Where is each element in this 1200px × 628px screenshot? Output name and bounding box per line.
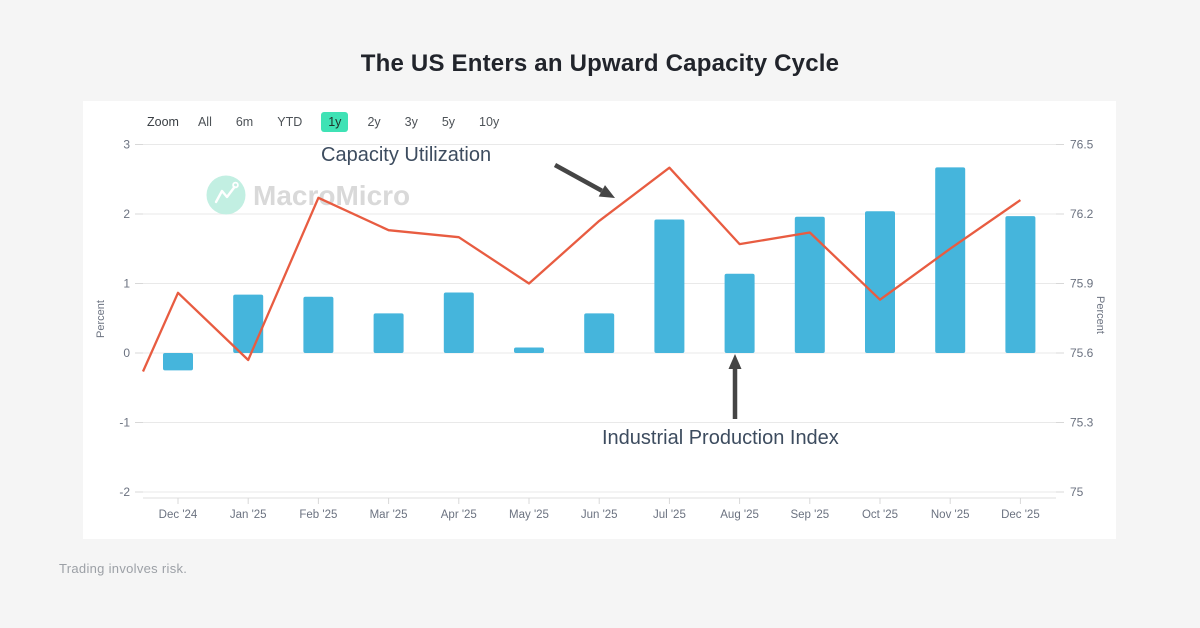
left-axis-tick-label: 0: [123, 346, 130, 360]
x-axis-category-label: Feb '25: [299, 509, 337, 521]
capacity-utilization-arrow: [553, 163, 603, 193]
left-axis-tick-label: -2: [119, 485, 130, 499]
zoom-range-toolbar: Zoom All 6m YTD 1y 2y 3y 5y 10y: [147, 111, 504, 133]
left-axis-tick-label: 1: [123, 277, 130, 291]
left-axis-tick-label: 2: [123, 207, 130, 221]
x-axis-category-label: Jun '25: [581, 509, 618, 521]
x-axis-category-label: Aug '25: [720, 509, 759, 521]
bar-jun-25[interactable]: [584, 313, 615, 353]
capacity-utilization-line[interactable]: [141, 166, 1022, 372]
chart-card: Zoom All 6m YTD 1y 2y 3y 5y 10y 3 76.5 2 76.2 1 75.9…: [83, 101, 1116, 539]
industrial-production-arrow-head: [728, 354, 742, 369]
x-axis-category-label: Jan '25: [230, 509, 267, 521]
bar-aug-25[interactable]: [724, 273, 755, 353]
right-axis-tick-label: 76.2: [1070, 207, 1094, 221]
x-axis-category-label: Oct '25: [862, 509, 898, 521]
range-button-1y[interactable]: 1y: [321, 111, 349, 133]
capacity-utilization-arrow-head: [598, 185, 615, 198]
right-axis-tick-label: 76.5: [1070, 138, 1094, 152]
bar-nov-25[interactable]: [935, 167, 966, 353]
bar-oct-25[interactable]: [865, 211, 895, 353]
watermark-brand-text: MacroMicro: [253, 180, 410, 211]
range-button-all[interactable]: All: [193, 113, 217, 132]
bar-apr-25[interactable]: [443, 292, 474, 353]
zoom-toolbar-label: Zoom: [147, 115, 179, 129]
macromicro-watermark: MacroMicro: [206, 175, 410, 215]
left-axis-tick-label: -1: [119, 416, 130, 430]
x-axis-category-label: Jul '25: [653, 509, 686, 521]
range-button-5y[interactable]: 5y: [437, 113, 460, 132]
x-axis-category-label: Mar '25: [370, 509, 408, 521]
x-axis-category-label: Apr '25: [441, 509, 477, 521]
range-button-2y[interactable]: 2y: [362, 113, 385, 132]
x-axis-category-label: Dec '24: [159, 509, 198, 521]
x-axis-category-label: May '25: [509, 509, 549, 521]
chart-plot-area: 3 76.5 2 76.2 1 75.9 0 75.6 -1 75.3 -2 75 Dec '24 Jan…: [95, 138, 1106, 522]
right-axis-tick-label: 75.9: [1070, 277, 1094, 291]
right-axis-title: Percent: [1094, 296, 1106, 334]
industrial-production-index-annotation: Industrial Production Index: [602, 427, 839, 449]
bar-sep-25[interactable]: [794, 216, 825, 353]
bar-jul-25[interactable]: [654, 219, 685, 353]
right-axis-tick-label: 75: [1070, 485, 1084, 499]
capacity-utilization-annotation: Capacity Utilization: [321, 144, 492, 166]
left-axis-tick-label: 3: [123, 138, 130, 152]
bar-feb-25[interactable]: [303, 296, 334, 353]
right-axis-tick-label: 75.3: [1070, 416, 1094, 430]
range-button-ytd[interactable]: YTD: [272, 113, 307, 132]
bar-jan-25[interactable]: [233, 294, 264, 353]
logo-zigzag-icon: [214, 185, 236, 204]
x-axis-category-label: Dec '25: [1001, 509, 1040, 521]
bar-dec-24[interactable]: [163, 353, 193, 371]
x-axis-category-label: Nov '25: [931, 509, 970, 521]
bar-may-25[interactable]: [514, 347, 544, 353]
page-title: The US Enters an Upward Capacity Cycle: [360, 50, 840, 77]
disclaimer-text: Trading involves risk.: [59, 561, 188, 576]
right-axis-tick-label: 75.6: [1070, 346, 1094, 360]
bar-mar-25[interactable]: [373, 313, 404, 353]
range-button-6m[interactable]: 6m: [231, 113, 258, 132]
logo-flag-icon: [232, 181, 239, 189]
left-axis-title: Percent: [95, 300, 107, 338]
range-button-10y[interactable]: 10y: [474, 113, 504, 132]
range-button-3y[interactable]: 3y: [400, 113, 423, 132]
bar-dec-25[interactable]: [1005, 216, 1036, 353]
x-axis-category-label: Sep '25: [790, 509, 829, 521]
